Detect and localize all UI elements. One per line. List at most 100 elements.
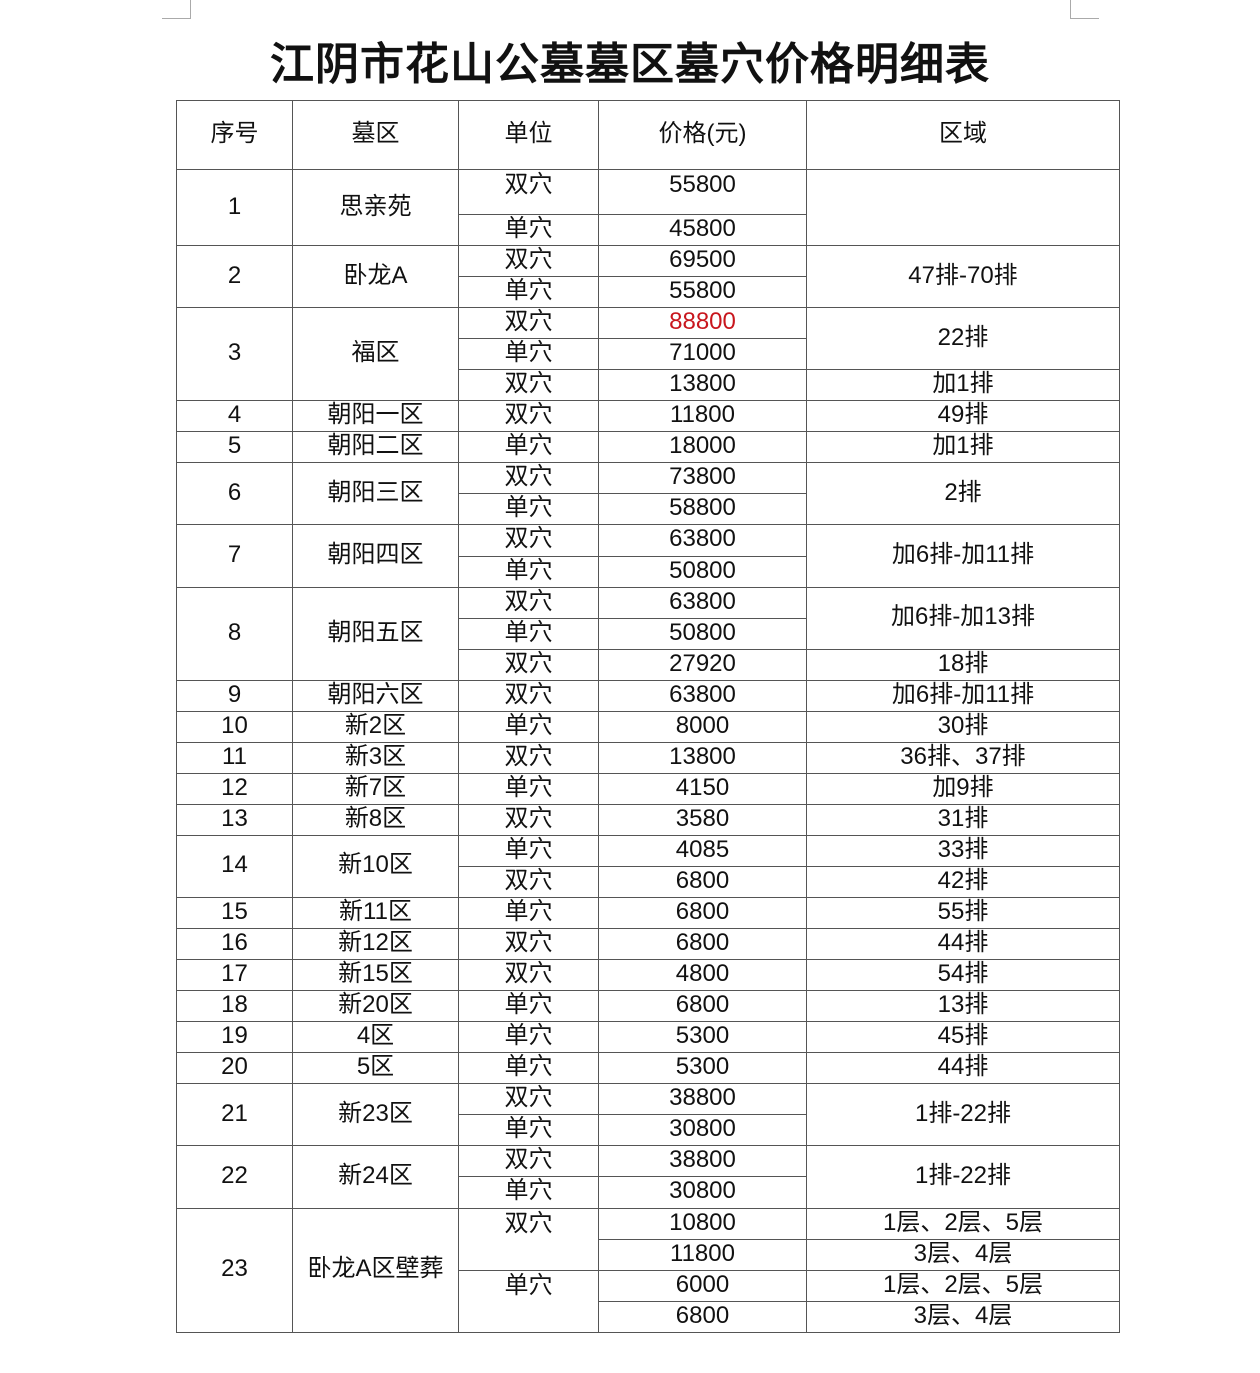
- zone-name: 思亲苑: [292, 168, 459, 247]
- price-cell: 13800: [598, 741, 807, 774]
- table-row: 单穴 30800: [177, 1176, 1120, 1209]
- region-cell: 13排: [806, 990, 1120, 1023]
- table-row: 20 5区 单穴 5300 44排: [176, 1052, 1120, 1085]
- unit-cell: 单穴: [458, 493, 599, 526]
- row-index: 12: [176, 772, 293, 805]
- document-title: 江阴市花山公墓墓区墓穴价格明细表: [270, 40, 990, 89]
- region-cell: 3层、4层: [806, 1238, 1120, 1271]
- row-index: 6: [176, 462, 293, 526]
- region-cell: 3层、4层: [806, 1300, 1120, 1333]
- header-price: 价格(元): [598, 100, 807, 170]
- table-row: 6800 3层、4层: [177, 1300, 1120, 1333]
- unit-cell: 单穴: [458, 834, 599, 867]
- zone-name: 新3区: [292, 741, 459, 774]
- zone-name: 新10区: [292, 834, 459, 899]
- table-row: 15 新11区 单穴 6800 55排: [176, 897, 1120, 930]
- region-cell: 2排: [806, 462, 1120, 526]
- price-cell: 4800: [598, 959, 807, 992]
- region-cell: 22排: [806, 307, 1120, 371]
- row-index: 10: [176, 710, 293, 743]
- row-index: 21: [176, 1083, 293, 1147]
- table-row: 7 朝阳四区 双穴 63800 加6排-加11排: [176, 524, 1120, 588]
- price-cell: 69500: [598, 245, 807, 278]
- zone-name: 卧龙A: [292, 245, 459, 309]
- price-cell: 50800: [598, 555, 807, 588]
- table-row: 单穴 58800: [177, 493, 1120, 526]
- zone-name: 新7区: [292, 772, 459, 805]
- unit-cell: 双穴: [458, 928, 599, 961]
- table-row: 8 朝阳五区 双穴 63800 加6排-加13排: [176, 586, 1120, 681]
- unit-cell: 单穴: [458, 710, 599, 743]
- unit-cell: 双穴: [458, 679, 599, 712]
- table-row: 17 新15区 双穴 4800 54排: [176, 959, 1120, 992]
- unit-cell: 单穴: [458, 555, 599, 588]
- unit-cell: 双穴: [458, 524, 599, 557]
- price-cell: 6000: [598, 1269, 807, 1302]
- table-header-row: 序号 墓区 单位 价格(元) 区域: [176, 100, 1120, 170]
- unit-cell: 单穴: [458, 276, 599, 309]
- price-cell: 38800: [598, 1083, 807, 1116]
- header-unit: 单位: [458, 100, 599, 170]
- page-corner-mark-left: [162, 0, 191, 19]
- unit-cell: 单穴: [458, 897, 599, 930]
- table-row: 12 新7区 单穴 4150 加9排: [176, 772, 1120, 805]
- header-index: 序号: [176, 100, 293, 170]
- zone-name: 卧龙A区壁葬: [292, 1207, 459, 1333]
- unit-cell: 双穴: [458, 169, 599, 215]
- table-row: 21 新23区 双穴 38800 1排-22排: [176, 1083, 1120, 1147]
- unit-cell: 单穴: [458, 772, 599, 805]
- price-cell: 55800: [598, 276, 807, 309]
- price-cell: 6800: [598, 865, 807, 899]
- price-cell: 11800: [598, 400, 807, 433]
- table-row: 单穴 50800: [177, 555, 1120, 588]
- zone-name: 朝阳五区: [292, 586, 459, 681]
- region-cell: 49排: [806, 400, 1120, 433]
- row-index: 23: [176, 1207, 293, 1333]
- region-cell: 31排: [806, 803, 1120, 836]
- region-cell: 加1排: [806, 431, 1120, 464]
- unit-cell: 双穴: [458, 1145, 599, 1178]
- zone-name: 新24区: [292, 1145, 459, 1209]
- zone-name: 朝阳四区: [292, 524, 459, 588]
- row-index: 18: [176, 990, 293, 1023]
- zone-name: 朝阳三区: [292, 462, 459, 526]
- unit-cell: 双穴: [458, 803, 599, 836]
- row-index: 20: [176, 1052, 293, 1085]
- unit-cell: 双穴: [458, 741, 599, 774]
- region-cell: 36排、37排: [806, 741, 1120, 774]
- region-cell: 加9排: [806, 772, 1120, 805]
- unit-cell: 双穴: [458, 369, 599, 402]
- unit-cell: 双穴: [458, 400, 599, 433]
- zone-name: 4区: [292, 1021, 459, 1054]
- zone-name: 5区: [292, 1052, 459, 1085]
- unit-cell: 双穴: [458, 959, 599, 992]
- price-cell: 6800: [598, 990, 807, 1023]
- zone-name: 新8区: [292, 803, 459, 836]
- region-cell: 加1排: [806, 369, 1120, 402]
- region-cell: 加6排-加11排: [806, 524, 1120, 588]
- unit-cell: 双穴: [458, 462, 599, 495]
- zone-name: 朝阳一区: [292, 400, 459, 433]
- table-row: 单穴 50800: [177, 617, 1120, 650]
- price-cell: 11800: [598, 1238, 807, 1271]
- region-cell: 44排: [806, 1052, 1120, 1085]
- unit-cell: 单穴: [458, 1021, 599, 1054]
- price-cell: 55800: [598, 169, 807, 215]
- price-cell: 50800: [598, 617, 807, 650]
- table-row: 单穴 30800: [177, 1114, 1120, 1147]
- table-row: 11800 3层、4层: [177, 1238, 1120, 1271]
- table-row: 11 新3区 双穴 13800 36排、37排: [176, 741, 1120, 774]
- price-cell: 8000: [598, 710, 807, 743]
- region-cell: 45排: [806, 1021, 1120, 1054]
- row-index: 15: [176, 897, 293, 930]
- page-corner-mark-right: [1070, 0, 1099, 19]
- region-cell: 1层、2层、5层: [806, 1269, 1120, 1302]
- price-cell: 6800: [598, 897, 807, 930]
- row-index: 11: [176, 741, 293, 774]
- row-index: 2: [176, 245, 293, 309]
- unit-cell: 单穴: [458, 1269, 599, 1333]
- price-cell: 18000: [598, 431, 807, 464]
- table-row: 1 思亲苑 双穴 55800: [176, 168, 1120, 247]
- table-row: 23 卧龙A区壁葬 双穴 10800 1层、2层、5层: [176, 1207, 1120, 1333]
- table-row: 双穴 27920 18排: [177, 648, 1120, 681]
